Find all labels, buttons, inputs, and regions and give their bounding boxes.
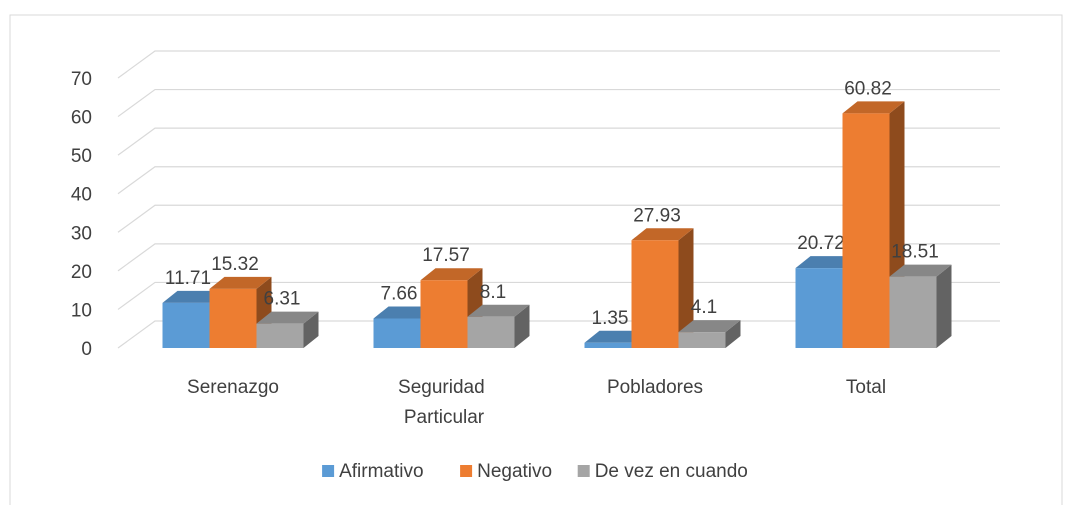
y-tick-label: 70 — [71, 69, 92, 90]
y-tick-label: 50 — [71, 146, 92, 167]
y-tick-label: 20 — [71, 262, 92, 283]
grid-line — [117, 243, 1000, 272]
bar-front — [467, 316, 515, 348]
bar-front — [584, 342, 632, 348]
x-tick-label: Seguridad Particular — [398, 377, 490, 428]
grid-line — [117, 281, 1000, 310]
data-label: 6.31 — [264, 289, 301, 310]
grid-line — [117, 204, 1000, 233]
bar-front — [678, 332, 726, 348]
bar-front — [889, 276, 937, 348]
y-tick-label: 40 — [71, 185, 92, 206]
bar — [467, 304, 530, 348]
data-label: 15.32 — [211, 254, 259, 275]
y-tick-label: 10 — [71, 300, 92, 321]
grid-line — [117, 166, 1000, 195]
bar-front — [842, 113, 890, 348]
x-tick-label: Pobladores — [607, 377, 703, 398]
legend-label: De vez en cuando — [595, 461, 748, 482]
bar-top — [373, 306, 436, 319]
bar-top — [631, 228, 694, 241]
bar-top — [842, 101, 905, 114]
legend-label: Afirmativo — [339, 461, 423, 482]
data-label: 20.72 — [797, 233, 845, 254]
bar — [209, 276, 272, 348]
grid-line — [117, 127, 1000, 156]
bar-front — [795, 268, 843, 348]
data-label: 1.35 — [592, 308, 629, 329]
x-tick-label: Serenazgo — [187, 377, 279, 398]
bar-side — [303, 311, 319, 348]
data-label: 8.1 — [480, 282, 506, 303]
bar-front — [209, 288, 257, 348]
bar-top — [209, 276, 272, 289]
bar-top — [889, 264, 952, 277]
bar-side — [936, 264, 952, 348]
bar-top — [795, 256, 858, 269]
data-label: 60.82 — [844, 78, 892, 99]
data-label: 11.71 — [165, 268, 211, 289]
bar-front — [631, 240, 679, 348]
grid-line — [117, 88, 1000, 118]
bar-side — [514, 304, 530, 348]
bar — [889, 264, 952, 348]
bar-side — [678, 228, 694, 348]
data-label: 4.1 — [691, 297, 717, 318]
data-label: 17.57 — [422, 245, 470, 266]
bar — [256, 311, 319, 348]
data-label: 18.51 — [891, 242, 939, 263]
bar-front — [256, 323, 304, 348]
bar-front — [373, 318, 421, 348]
y-tick-label: 0 — [81, 339, 92, 360]
legend-swatch — [460, 465, 473, 477]
bar-top — [256, 311, 319, 324]
grid-line — [117, 50, 1000, 79]
y-tick-label: 60 — [71, 108, 92, 129]
legend-swatch — [322, 465, 335, 477]
data-label: 7.66 — [381, 283, 418, 304]
bar-top — [467, 304, 530, 317]
bar-front — [162, 302, 210, 348]
bar-side — [725, 320, 741, 348]
bar — [631, 228, 694, 348]
data-label: 27.93 — [633, 205, 681, 226]
bar-front — [420, 280, 468, 348]
bar — [678, 320, 741, 348]
bar-top — [420, 268, 483, 281]
y-tick-label: 30 — [71, 223, 92, 244]
x-tick-label: Total — [846, 377, 886, 398]
bar-top — [162, 290, 225, 303]
legend-swatch — [577, 465, 590, 477]
legend-label: Negativo — [477, 461, 552, 482]
bar-top — [584, 330, 647, 343]
bar-top — [678, 320, 741, 333]
